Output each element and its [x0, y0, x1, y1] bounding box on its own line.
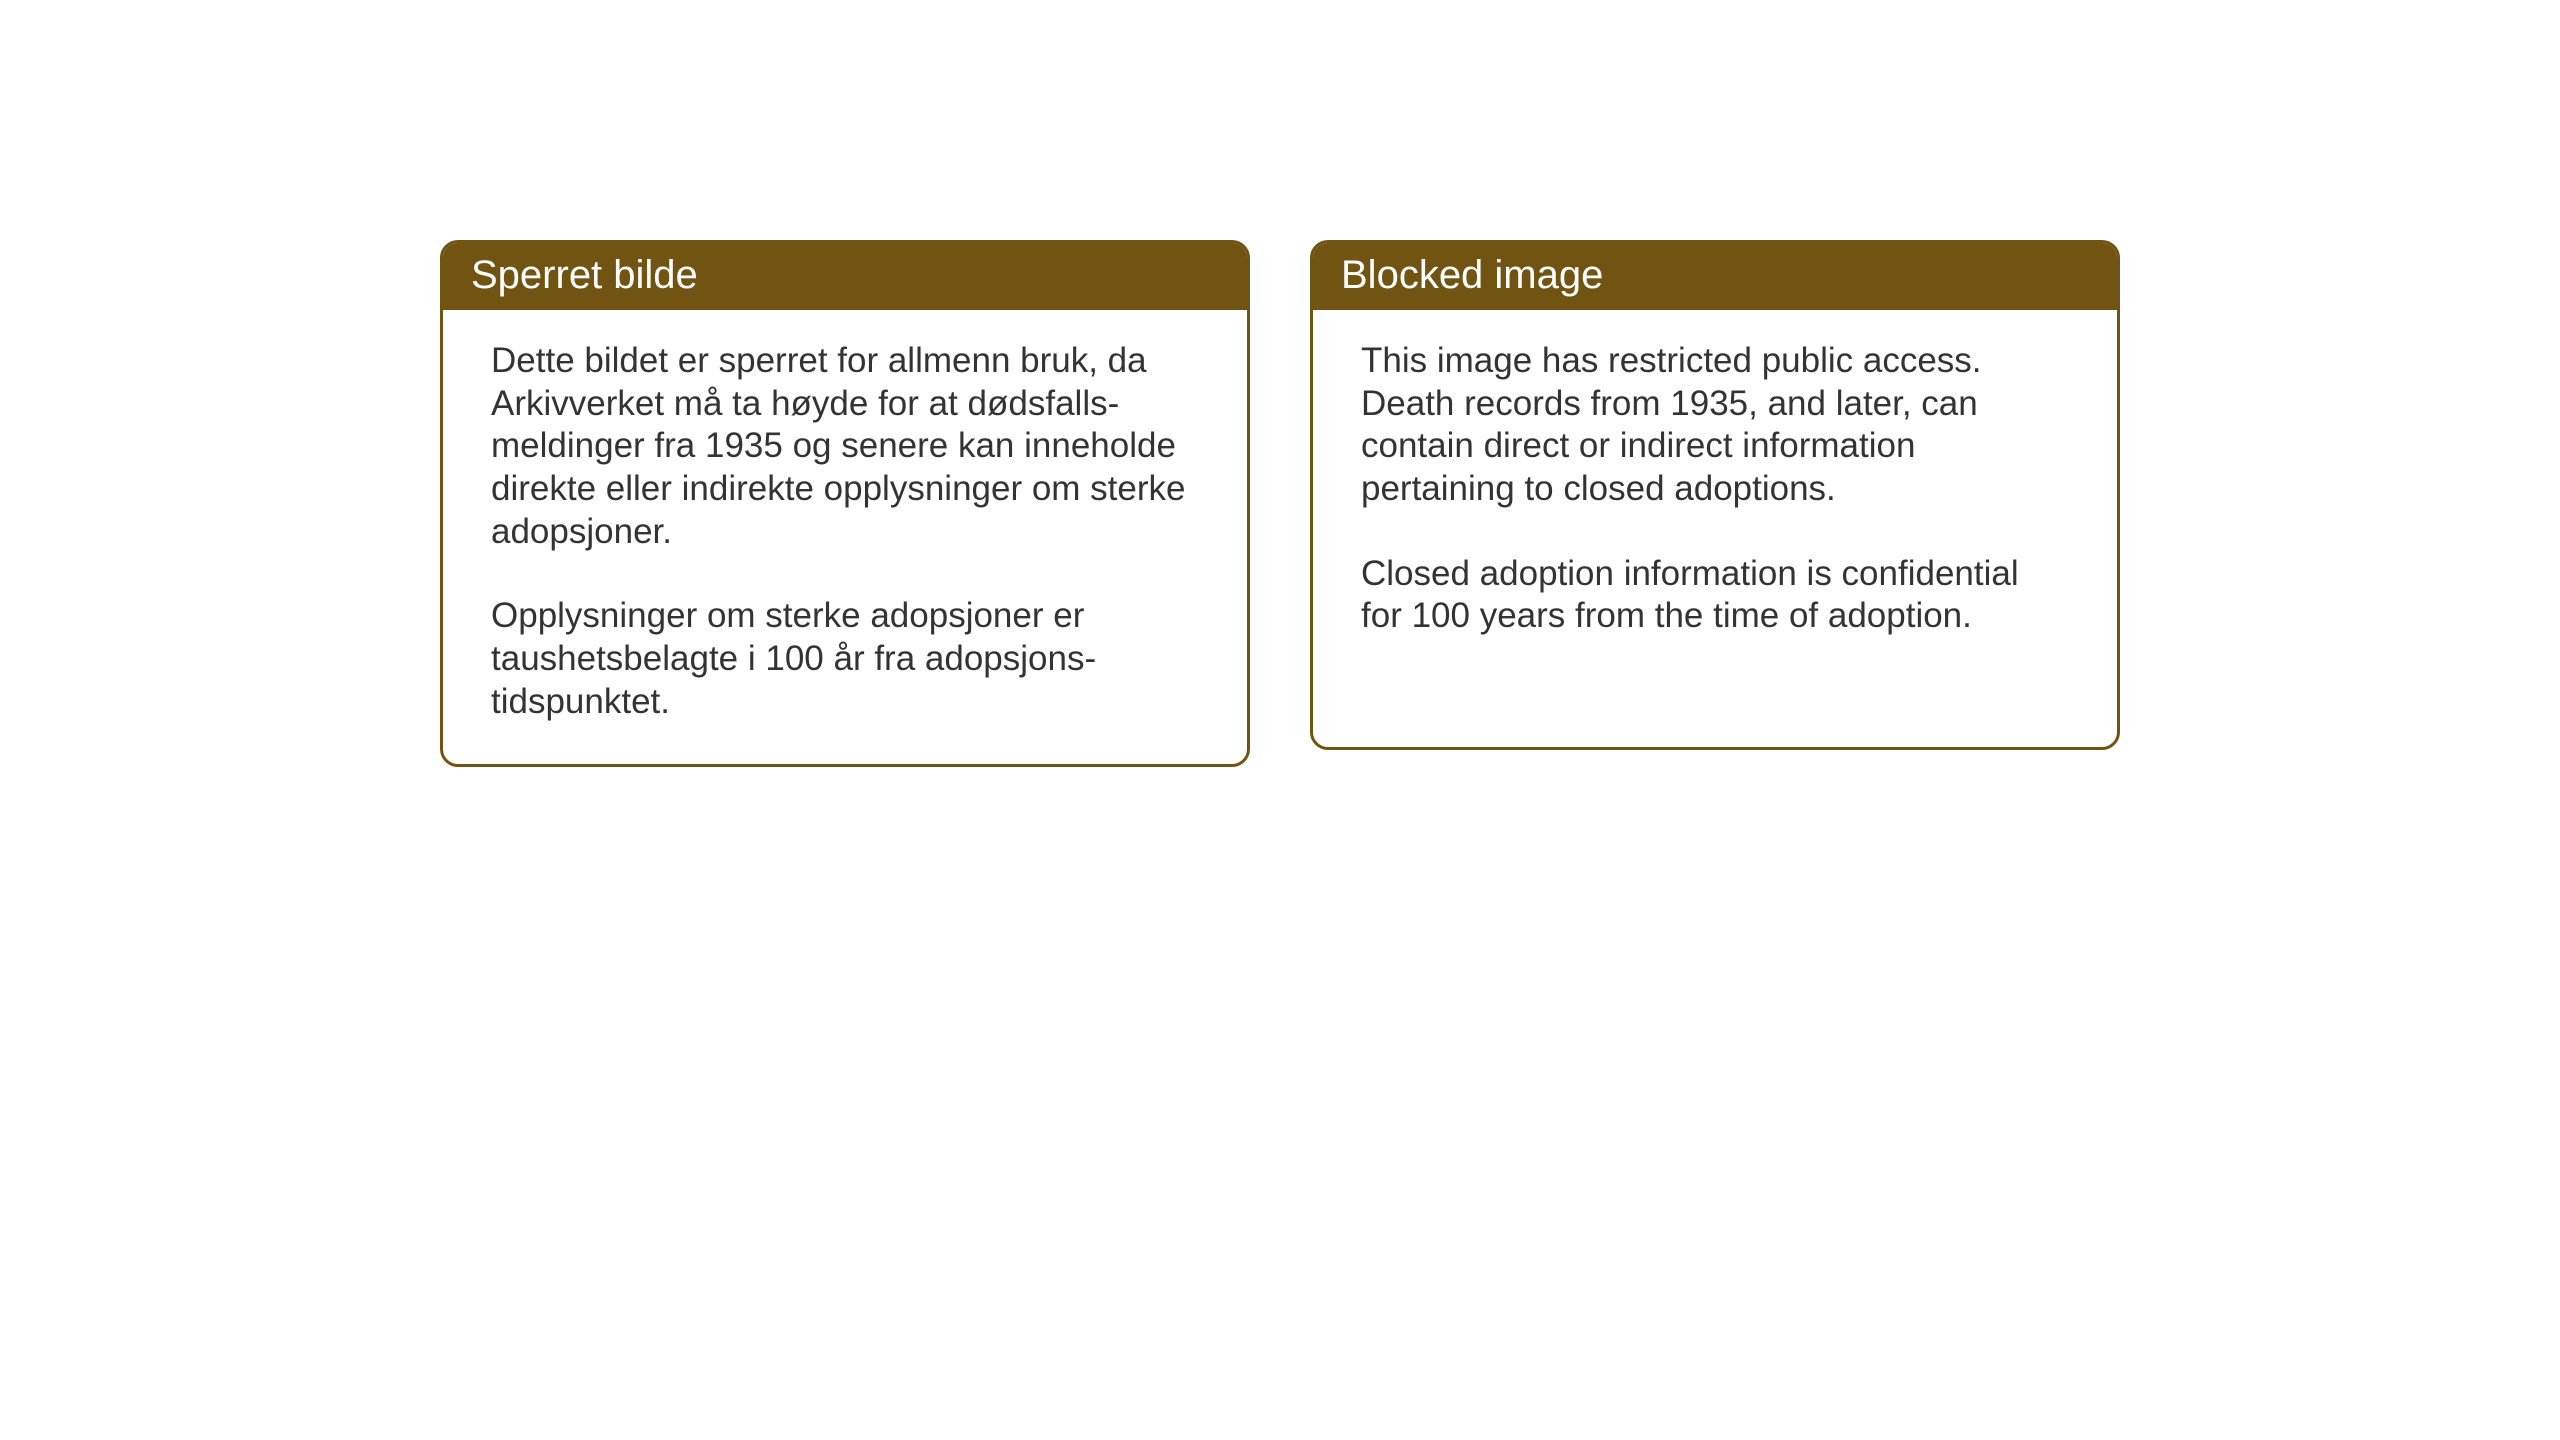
- notice-body-english: This image has restricted public access.…: [1313, 310, 2117, 678]
- notice-paragraph-1-english: This image has restricted public access.…: [1361, 340, 2069, 511]
- notice-card-english: Blocked image This image has restricted …: [1310, 240, 2120, 750]
- notice-header-english: Blocked image: [1313, 243, 2117, 310]
- notice-paragraph-2-norwegian: Opplysninger om sterke adopsjoner er tau…: [491, 595, 1199, 723]
- notice-paragraph-2-english: Closed adoption information is confident…: [1361, 553, 2069, 638]
- notice-card-norwegian: Sperret bilde Dette bildet er sperret fo…: [440, 240, 1250, 767]
- notice-container: Sperret bilde Dette bildet er sperret fo…: [0, 0, 2560, 767]
- notice-body-norwegian: Dette bildet er sperret for allmenn bruk…: [443, 310, 1247, 764]
- notice-header-norwegian: Sperret bilde: [443, 243, 1247, 310]
- notice-paragraph-1-norwegian: Dette bildet er sperret for allmenn bruk…: [491, 340, 1199, 553]
